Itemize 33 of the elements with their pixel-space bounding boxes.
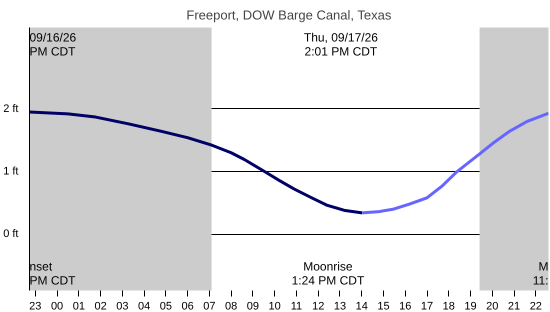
y-tick-label: 1 ft [3, 166, 19, 178]
annotation: Thu, 09/17/26 2:01 PM CDT [304, 30, 378, 59]
x-tick-label: 06 [182, 300, 194, 312]
x-tick-label: 10 [268, 300, 281, 312]
x-tick-label: 08 [225, 300, 238, 312]
x-tick-label: 12 [312, 300, 324, 312]
x-tick-label: 20 [486, 300, 498, 312]
annotation: M 11: [532, 259, 549, 288]
x-tick-label: 16 [399, 300, 412, 312]
y-tick-label: 2 ft [3, 102, 19, 115]
x-tick-label: 18 [442, 300, 455, 312]
y-tick-label: 0 ft [3, 228, 19, 240]
x-tick-label: 21 [508, 300, 520, 312]
x-tick-label: 03 [116, 300, 128, 312]
x-tick-label: 02 [94, 300, 107, 312]
x-tick-label: 11 [290, 300, 302, 312]
x-tick-label: 07 [203, 300, 216, 312]
x-tick-label: 22 [530, 300, 542, 312]
chart-title: Freeport, DOW Barge Canal, Texas [186, 8, 392, 22]
x-tick-label: 04 [138, 300, 150, 312]
x-tick-label: 09 [246, 300, 260, 312]
x-tick-label: 19 [464, 300, 477, 312]
annotation: 09/16/26 PM CDT [30, 30, 77, 59]
x-tick-label: 00 [50, 300, 64, 312]
x-tick-label: 05 [160, 300, 172, 312]
annotation: Moonrise 1:24 PM CDT [292, 259, 365, 288]
x-tick-label: 15 [377, 300, 390, 312]
x-tick-label: 23 [29, 300, 42, 312]
x-tick-label: 13 [334, 300, 346, 312]
x-tick-label: 01 [72, 300, 85, 312]
x-tick-label: 17 [420, 300, 434, 312]
x-tick-label: 14 [356, 300, 368, 312]
annotation: nset PM CDT [30, 259, 76, 288]
